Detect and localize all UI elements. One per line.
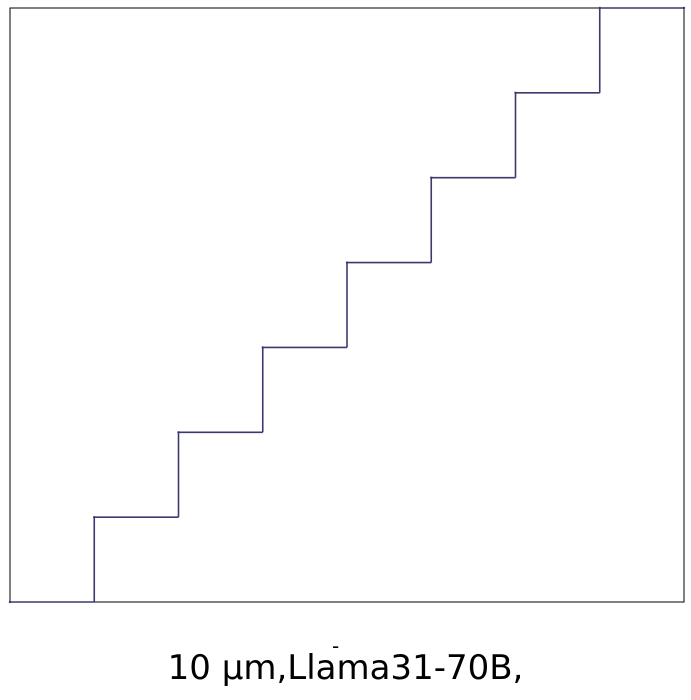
data-point bbox=[345, 261, 349, 264]
data-point bbox=[93, 515, 96, 519]
caption-mark: - bbox=[332, 634, 340, 658]
data-point bbox=[430, 176, 433, 179]
data-point bbox=[682, 6, 686, 10]
chart-caption: 10 µm,Llama31-70B, bbox=[167, 648, 524, 688]
series-layer bbox=[8, 6, 686, 604]
data-point bbox=[598, 6, 601, 10]
data-point bbox=[177, 431, 180, 434]
data-point bbox=[261, 346, 264, 349]
data-point bbox=[514, 91, 517, 95]
plot-frame bbox=[9, 7, 685, 603]
data-point bbox=[8, 600, 12, 604]
